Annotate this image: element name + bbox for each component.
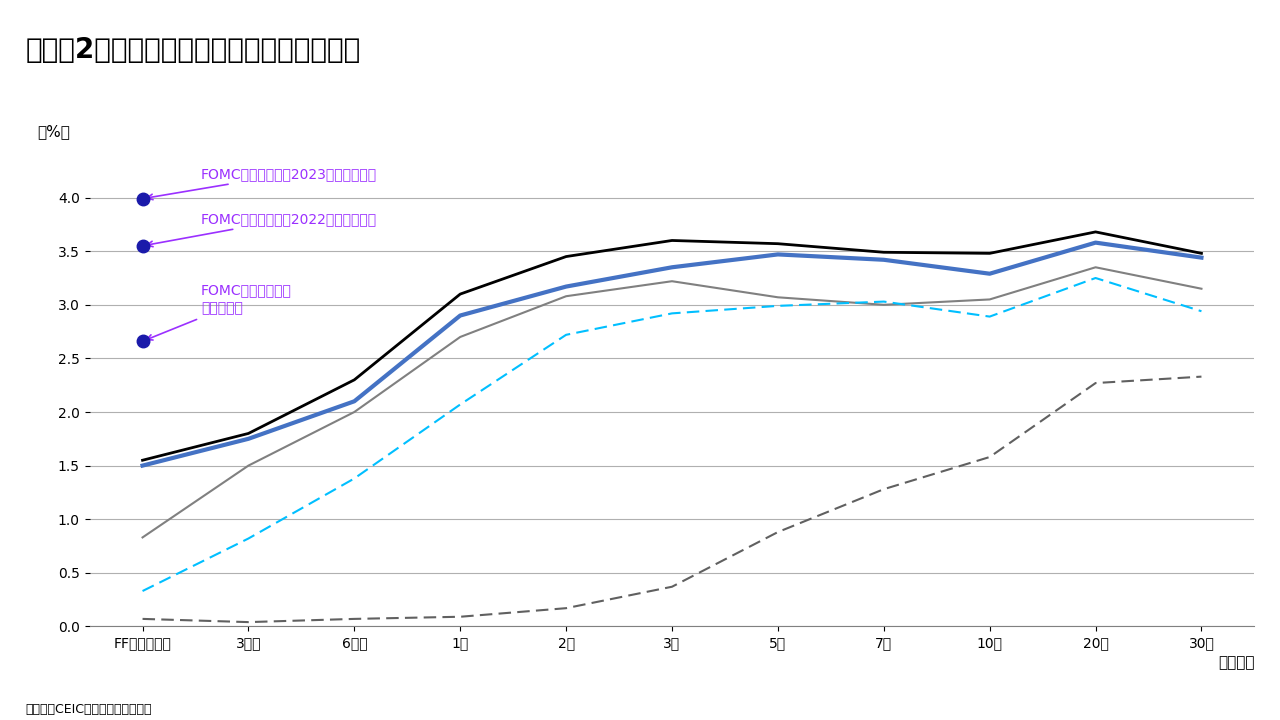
- Text: （%）: （%）: [37, 124, 70, 139]
- Text: FOMC参加者による2022年末の見通し: FOMC参加者による2022年末の見通し: [147, 212, 376, 247]
- Text: （出所）CEICよりインベスコ作成: （出所）CEICよりインベスコ作成: [26, 703, 152, 716]
- Text: FOMC参加者による
長期見通し: FOMC参加者による 長期見通し: [147, 283, 292, 340]
- Text: （図表2）米国国債のイールドカーブの変化: （図表2）米国国債のイールドカーブの変化: [26, 36, 361, 64]
- Text: FOMC参加者による2023年末の見通し: FOMC参加者による2023年末の見通し: [147, 167, 376, 199]
- Text: （満期）: （満期）: [1217, 655, 1254, 670]
